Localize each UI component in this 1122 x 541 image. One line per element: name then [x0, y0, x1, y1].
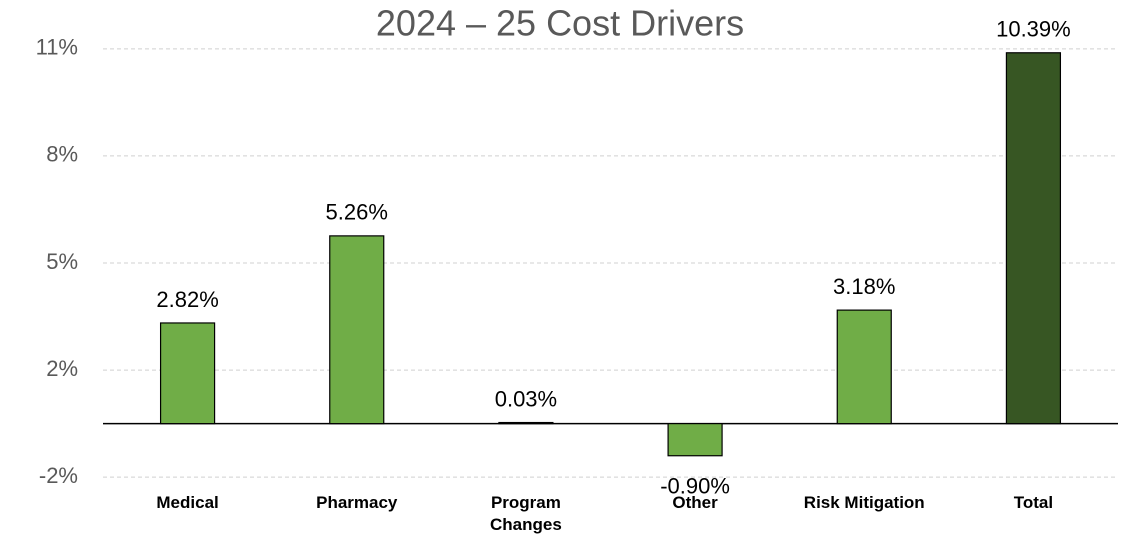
value-label: 3.18% [833, 274, 895, 299]
x-tick-label: Medical [156, 493, 219, 512]
x-tick-label: Risk Mitigation [803, 493, 925, 512]
value-label: 2.82% [156, 287, 218, 312]
bar [159, 322, 216, 425]
x-tick-label: Program Changes [490, 493, 562, 534]
value-label: 0.03% [495, 386, 557, 411]
y-tick-label: 2% [46, 356, 78, 381]
y-tick-label: 8% [46, 142, 78, 167]
y-tick-label: -2% [39, 463, 78, 488]
y-tick-label: 11% [36, 35, 78, 60]
bar [1005, 52, 1062, 425]
value-label: -0.90% [660, 474, 730, 499]
value-label: 10.39% [996, 17, 1071, 42]
value-label: 5.26% [326, 200, 388, 225]
x-tick-label: Other [672, 493, 718, 512]
x-tick-label: Pharmacy [316, 493, 398, 512]
x-tick-label: Total [1013, 493, 1054, 512]
bar [667, 423, 723, 457]
bar [329, 235, 385, 425]
bar [498, 421, 554, 425]
y-tick-label: 5% [46, 249, 78, 274]
bar [836, 309, 892, 425]
chart-title: 2024 – 25 Cost Drivers [376, 3, 744, 44]
